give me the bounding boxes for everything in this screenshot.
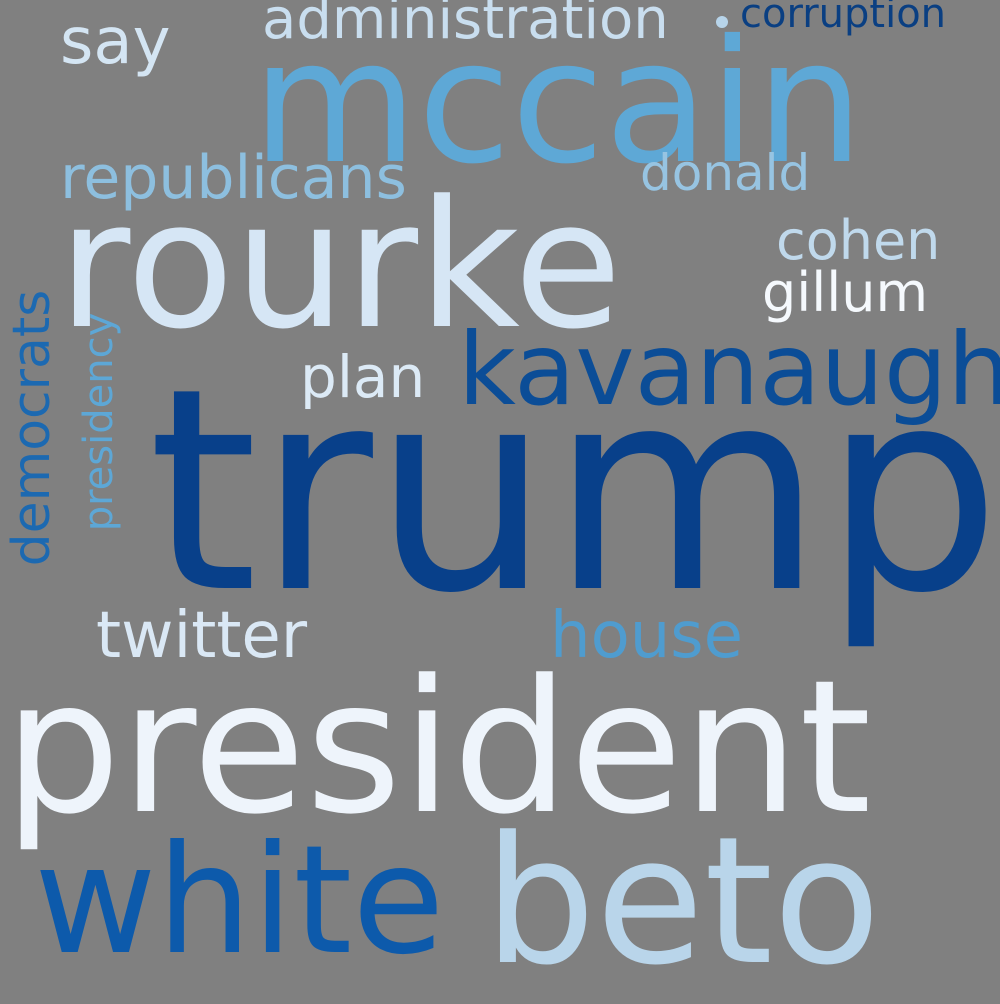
word-plan: plan <box>300 343 426 411</box>
word-president: president <box>4 641 872 855</box>
word-gillum: gillum <box>762 261 929 324</box>
word-white: white <box>34 814 445 988</box>
word-rourke: rourke <box>58 163 623 368</box>
word-administration: administration <box>262 0 669 52</box>
word-mccain: mccain <box>252 4 864 202</box>
word-donald: donald <box>640 144 811 202</box>
word-trump: trump <box>148 329 1000 655</box>
word-say: say <box>60 5 171 79</box>
dot-mark <box>716 16 728 28</box>
word-republicans: republicans <box>60 143 407 213</box>
word-beto: beto <box>484 799 881 1004</box>
word-democrats: democrats <box>2 289 62 567</box>
word-twitter: twitter <box>96 599 308 673</box>
word-corruption: corruption <box>740 0 947 37</box>
word-presidency: presidency <box>76 312 122 532</box>
word-cohen: cohen <box>776 209 941 272</box>
word-house: house <box>550 599 743 673</box>
word-kavanaugh: kavanaugh <box>458 311 1000 428</box>
